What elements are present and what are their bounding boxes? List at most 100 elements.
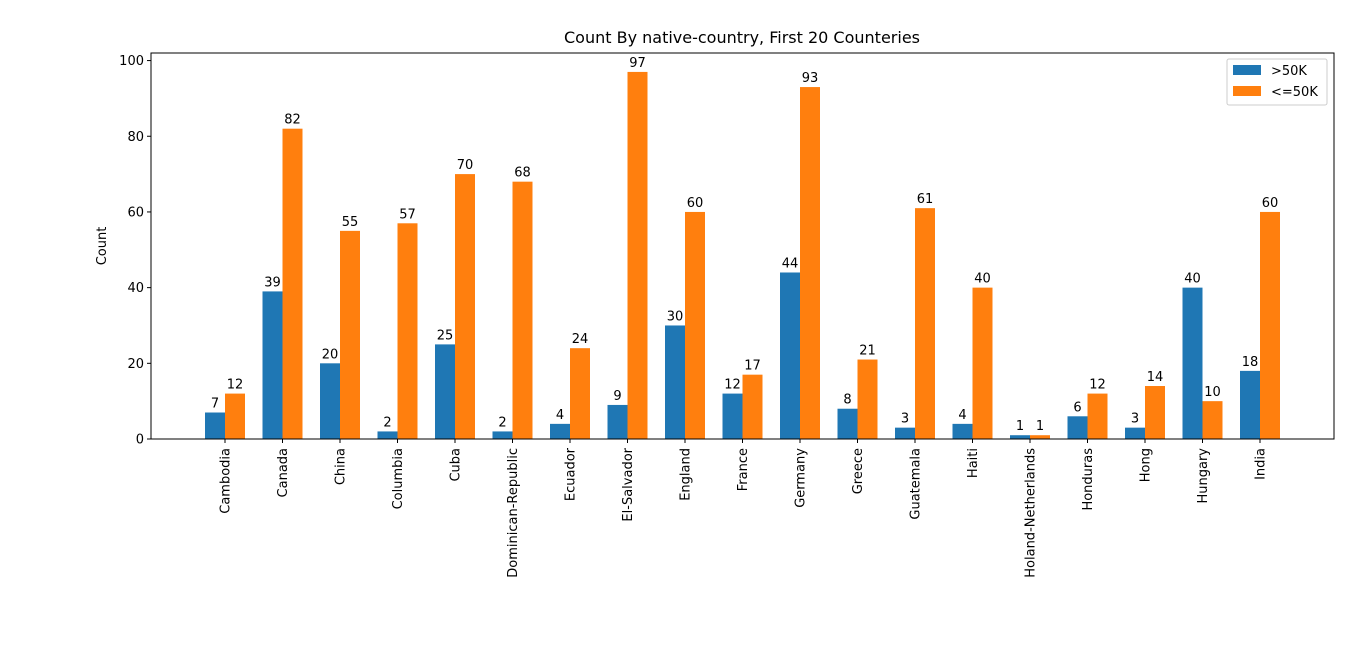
bar-value-label: 57 bbox=[399, 207, 416, 222]
y-axis-label: Count bbox=[95, 227, 110, 266]
x-tick-label: El-Salvador bbox=[621, 447, 636, 521]
x-tick-label: Holand-Netherlands bbox=[1024, 448, 1039, 578]
bar-series-2 bbox=[1260, 211, 1280, 439]
x-tick-label: Greece bbox=[851, 448, 866, 494]
bar-series-2 bbox=[397, 223, 418, 439]
bar-value-label: 2 bbox=[498, 415, 506, 430]
bar-value-label: 17 bbox=[744, 359, 761, 374]
bar-series-2 bbox=[915, 208, 935, 439]
bar-value-label: 55 bbox=[342, 215, 359, 230]
x-tick-label: Honduras bbox=[1081, 448, 1096, 511]
x-tick-label: Dominican-Republic bbox=[506, 448, 521, 578]
bar-series-2 bbox=[685, 211, 705, 439]
bar-series-2 bbox=[1145, 386, 1165, 439]
bar-series-1 bbox=[492, 431, 513, 439]
bar-series-2 bbox=[857, 359, 878, 439]
plot-area: 020406080100712Cambodia3982Canada2055Chi… bbox=[119, 54, 1280, 578]
bar-series-2 bbox=[282, 128, 303, 439]
bar-value-label: 60 bbox=[1262, 196, 1279, 211]
bar-series-1 bbox=[607, 404, 628, 439]
bar-value-label: 97 bbox=[629, 56, 646, 71]
bar-value-label: 20 bbox=[322, 347, 339, 362]
bar-value-label: 2 bbox=[383, 415, 391, 430]
bar-series-1 bbox=[722, 393, 743, 439]
bar-value-label: 10 bbox=[1204, 385, 1221, 400]
bar-value-label: 1 bbox=[1016, 419, 1024, 434]
y-tick-label: 40 bbox=[127, 281, 144, 296]
plot-frame bbox=[150, 52, 1335, 440]
bar-value-label: 40 bbox=[1184, 272, 1201, 287]
bar-value-label: 82 bbox=[284, 113, 301, 128]
bar-value-label: 18 bbox=[1242, 355, 1259, 370]
bar-series-2 bbox=[1202, 401, 1223, 439]
bar-series-1 bbox=[895, 427, 915, 439]
x-tick-label: Hong bbox=[1139, 448, 1154, 482]
x-tick-label: Hungary bbox=[1196, 448, 1211, 504]
x-tick-label: Haiti bbox=[966, 448, 981, 478]
bar-value-label: 93 bbox=[802, 71, 819, 86]
bar-series-1 bbox=[262, 291, 283, 439]
bar-value-label: 4 bbox=[958, 408, 966, 423]
bar-series-2 bbox=[512, 181, 533, 439]
bar-value-label: 3 bbox=[901, 412, 909, 427]
bar-value-label: 3 bbox=[1131, 412, 1139, 427]
x-tick-label: Guatemala bbox=[909, 448, 924, 520]
bar-value-label: 14 bbox=[1147, 370, 1164, 385]
bar-value-label: 44 bbox=[782, 256, 799, 271]
x-tick-label: England bbox=[679, 448, 694, 501]
y-tick-label: 60 bbox=[127, 205, 144, 220]
x-tick-label: Canada bbox=[276, 448, 291, 497]
bar-series-1 bbox=[952, 423, 973, 439]
bar-series-2 bbox=[1087, 393, 1108, 439]
bar-value-label: 61 bbox=[917, 192, 934, 207]
bar-series-1 bbox=[435, 344, 455, 439]
bar-value-label: 24 bbox=[572, 332, 589, 347]
bar-series-1 bbox=[1182, 287, 1203, 439]
x-tick-label: Ecuador bbox=[564, 447, 579, 501]
bar-value-label: 21 bbox=[859, 344, 876, 359]
x-tick-label: Columbia bbox=[391, 448, 406, 509]
legend-label-series-2: <=50K bbox=[1271, 85, 1318, 100]
legend-swatch-series-1 bbox=[1233, 65, 1261, 75]
bar-value-label: 6 bbox=[1073, 400, 1081, 415]
bar-value-label: 40 bbox=[974, 272, 991, 287]
bar-value-label: 9 bbox=[613, 389, 621, 404]
bar-value-label: 12 bbox=[227, 378, 244, 393]
bar-value-label: 25 bbox=[437, 328, 454, 343]
legend: >50K <=50K bbox=[1226, 58, 1328, 106]
bar-value-label: 68 bbox=[514, 166, 531, 181]
bar-series-2 bbox=[340, 230, 360, 439]
bar-series-2 bbox=[800, 87, 820, 439]
bar-value-label: 60 bbox=[687, 196, 704, 211]
x-tick-label: India bbox=[1254, 448, 1269, 480]
bar-value-label: 39 bbox=[264, 275, 281, 290]
bar-series-2 bbox=[742, 374, 763, 439]
bar-series-2 bbox=[1030, 435, 1050, 439]
bar-value-label: 70 bbox=[457, 158, 474, 173]
bar-series-2 bbox=[225, 393, 245, 439]
bar-value-label: 4 bbox=[556, 408, 564, 423]
bar-series-1 bbox=[205, 412, 225, 439]
bar-series-1 bbox=[1125, 427, 1145, 439]
bar-value-label: 1 bbox=[1036, 419, 1044, 434]
bar-series-2 bbox=[570, 348, 590, 439]
chart-title: Count By native-country, First 20 Counte… bbox=[564, 28, 920, 47]
bar-value-label: 12 bbox=[1089, 378, 1106, 393]
bar-series-1 bbox=[1010, 435, 1030, 439]
bar-value-label: 8 bbox=[843, 393, 851, 408]
legend-swatch-series-2 bbox=[1233, 86, 1261, 96]
y-tick-label: 0 bbox=[136, 433, 144, 448]
x-tick-label: China bbox=[334, 448, 349, 485]
bar-series-1 bbox=[320, 363, 340, 439]
bar-series-1 bbox=[550, 423, 570, 439]
y-tick-label: 80 bbox=[127, 130, 144, 145]
bar-series-1 bbox=[1240, 370, 1260, 439]
bar-value-label: 30 bbox=[667, 309, 684, 324]
bar-value-label: 7 bbox=[211, 397, 219, 412]
bar-series-2 bbox=[627, 71, 648, 439]
x-tick-label: Germany bbox=[794, 448, 809, 508]
x-tick-label: Cuba bbox=[449, 448, 464, 482]
bar-series-1 bbox=[780, 272, 800, 439]
y-tick-label: 20 bbox=[127, 357, 144, 372]
